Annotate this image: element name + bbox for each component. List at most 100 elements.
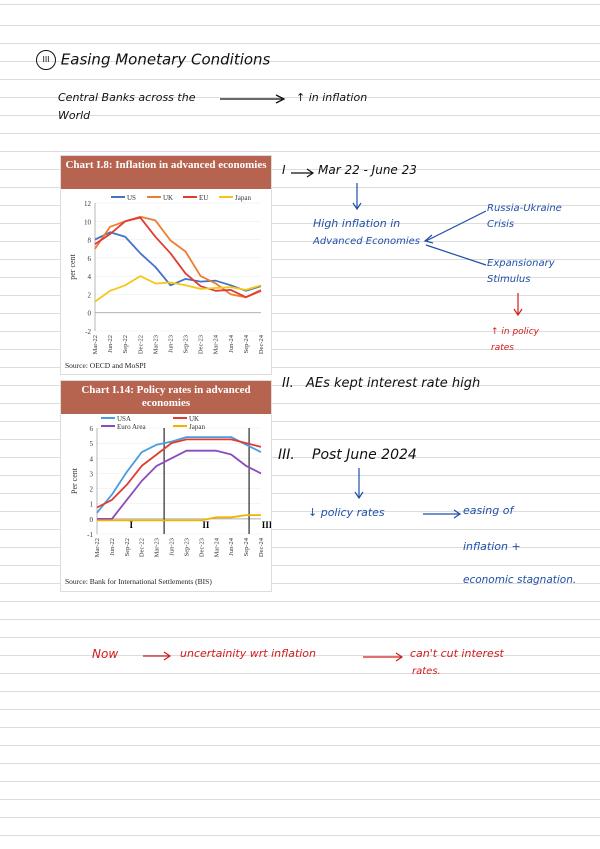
note1-label: I (282, 163, 286, 177)
arrow-down-icon (513, 293, 523, 317)
y-tick-label: 6 (90, 425, 94, 433)
x-tick-label: Jun-22 (107, 335, 114, 353)
x-tick-label: Dec-22 (139, 538, 146, 557)
down-policy-rates-text: ↓ policy rates (308, 506, 385, 519)
y-tick-label: 5 (90, 440, 94, 448)
arrows-left-icon (423, 210, 487, 266)
y-tick-label: 6 (88, 255, 92, 263)
series-line-euro-area (97, 449, 262, 520)
x-tick-label: Mar-23 (152, 335, 159, 354)
economic-stagnation-text: economic stagnation. (463, 574, 577, 586)
intro-line2: World (58, 109, 91, 122)
phase-label: II (202, 520, 210, 530)
note2-label: II. (282, 376, 294, 391)
intro-left: Central Banks across the (58, 91, 196, 104)
cant-cut-text: can't cut interest (410, 647, 504, 660)
x-tick-label: Dec-23 (198, 335, 205, 354)
x-tick-label: Dec-22 (137, 335, 144, 354)
y-tick-label: 3 (90, 470, 94, 478)
policy-rates-chart-card: Chart I.14: Policy rates in advanced eco… (60, 380, 272, 592)
uncertainty-text: uncertainity wrt inflation (180, 647, 317, 660)
chart1-source: Source: OECD and MoSPI (65, 361, 147, 370)
y-tick-label: 4 (88, 273, 92, 281)
x-tick-label: Sep-24 (243, 334, 250, 353)
inflation-chart: -2 0 2 4 6 8 10 12 per cent Mar-22 Jun-22 Sep-22 Dec… (68, 194, 265, 354)
x-tick-label: Dec-24 (258, 537, 265, 557)
advanced-economies-text: Advanced Economies (313, 236, 421, 247)
y-tick-label: 4 (90, 455, 94, 463)
x-tick-label: Jun-23 (169, 538, 176, 556)
chart2-source: Source: Bank for International Settlemen… (65, 577, 212, 586)
note1-text: Mar 22 - June 23 (318, 163, 417, 177)
legend-label: Japan (235, 194, 251, 202)
x-tick-label: Jun-23 (167, 335, 174, 353)
note3-text: Post June 2024 (312, 447, 417, 463)
x-tick-label: Jun-24 (228, 334, 235, 352)
policy-rise-text: ↑ in policy (491, 327, 539, 337)
x-tick-label: Sep-22 (122, 335, 129, 353)
rates-text: rates. (412, 666, 441, 677)
intro-right: ↑ in inflation (296, 91, 368, 104)
x-tick-label: Sep-24 (243, 537, 250, 556)
x-tick-label: Mar-24 (213, 334, 220, 354)
x-tick-label: Mar-23 (154, 538, 161, 557)
y-tick-label: 2 (90, 486, 94, 494)
series-line-us (94, 231, 262, 292)
legend-label: UK (163, 194, 173, 202)
expansionary-text: Expansionary (487, 258, 555, 269)
arrow-right-icon (143, 651, 172, 661)
arrow-right-icon (291, 168, 315, 178)
inflation-chart-card: Chart I.8: Inflation in advanced economi… (60, 155, 272, 375)
series-line-usa (96, 436, 262, 514)
policy-rates-text: rates (491, 343, 514, 353)
x-tick-label: Jun-24 (228, 537, 235, 555)
series-line-uk (96, 438, 262, 509)
x-tick-label: Dec-23 (198, 538, 205, 557)
legend-label: USA (117, 415, 131, 423)
x-tick-label: Sep-23 (183, 538, 190, 556)
y-axis-label: per cent (68, 253, 77, 279)
legend-label: US (127, 194, 136, 202)
x-tick-label: Mar-22 (94, 538, 101, 557)
y-tick-label: 0 (88, 310, 92, 318)
high-inflation-text: High inflation in (313, 217, 401, 230)
policy-rates-chart: -1 0 1 2 3 4 5 6 Per cent Mar-22 Jun-22 Sep-22 Dec-2… (70, 415, 271, 557)
arrow-down-icon (352, 183, 362, 211)
series-line-japan (97, 514, 261, 522)
x-tick-label: Mar-24 (213, 537, 220, 557)
arrow-down-icon (354, 468, 364, 500)
y-tick-label: 8 (88, 237, 92, 245)
series-line-eu (94, 216, 262, 299)
y-tick-label: 0 (90, 516, 94, 524)
series-line-uk (94, 215, 262, 299)
y-tick-label: 10 (84, 218, 92, 226)
heading-text: Easing Monetary Conditions (60, 50, 271, 69)
russia-ukraine-text: Russia-Ukraine (487, 203, 562, 214)
series-line-japan (94, 275, 262, 303)
x-tick-label: Sep-23 (183, 335, 190, 353)
x-tick-label: Jun-22 (109, 538, 116, 556)
x-tick-label: Mar-22 (92, 335, 99, 354)
y-axis-label: Per cent (70, 467, 79, 494)
arrow-right-icon (220, 94, 286, 104)
y-tick-label: 12 (84, 200, 92, 208)
now-text: Now (92, 647, 119, 661)
easing-of-text: easing of (463, 504, 514, 517)
legend-label: Euro Area (117, 423, 146, 431)
legend-label: EU (199, 194, 208, 202)
x-tick-label: Dec-24 (258, 334, 265, 354)
chart1-title: Chart I.8: Inflation in advanced economi… (61, 156, 271, 189)
y-tick-label: -1 (87, 531, 93, 539)
note3-label: III. (278, 447, 295, 463)
heading-number-circle: III (36, 50, 56, 70)
arrow-right-icon (423, 509, 462, 519)
arrow-right-icon (363, 652, 404, 662)
chart2-title: Chart I.14: Policy rates in advanced eco… (61, 381, 271, 414)
y-tick-label: 1 (90, 501, 94, 509)
y-tick-label: -2 (85, 328, 91, 336)
x-tick-label: Sep-22 (124, 538, 131, 556)
y-tick-label: 2 (88, 291, 92, 299)
legend-label: Japan (189, 423, 205, 431)
section-heading: III Easing Monetary Conditions (36, 50, 270, 70)
stimulus-text: Stimulus (487, 274, 531, 285)
